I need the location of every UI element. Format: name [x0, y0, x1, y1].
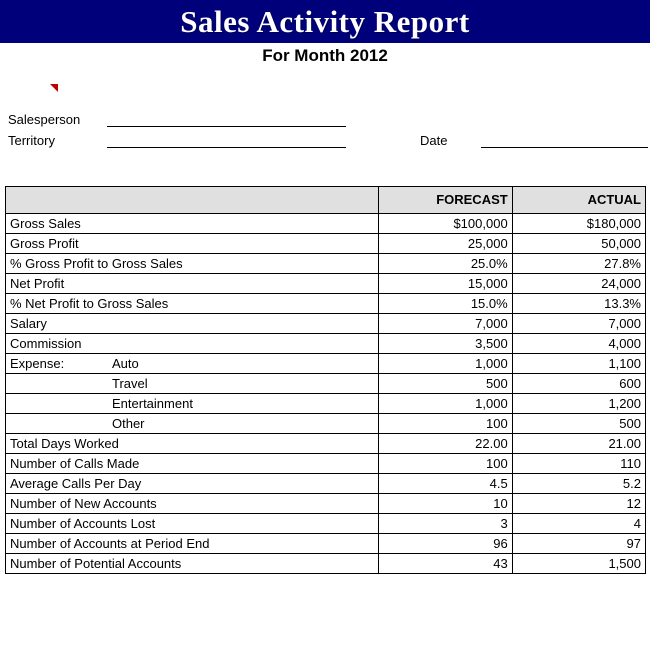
cell-forecast: 25.0%	[378, 253, 513, 274]
cell-forecast: 4.5	[378, 473, 513, 494]
title-banner: Sales Activity Report	[0, 0, 650, 43]
column-header-forecast: FORECAST	[378, 186, 513, 214]
row-label-sub: Auto	[112, 356, 139, 371]
table-row: Entertainment 1,000 1,200	[4, 393, 647, 414]
table-header-row: FORECAST ACTUAL	[4, 186, 647, 214]
cell-actual: 5.2	[511, 473, 647, 494]
cell-actual: 1,500	[511, 553, 647, 574]
table-row: Travel 500 600	[4, 373, 647, 394]
row-label: Number of Potential Accounts	[4, 553, 380, 574]
comment-marker-icon	[50, 84, 58, 92]
cell-forecast: 1,000	[378, 353, 513, 374]
row-label: Commission	[4, 333, 380, 354]
sales-activity-table: FORECAST ACTUAL Gross Sales $100,000 $180,…	[4, 186, 647, 574]
table-body: Gross Sales $100,000 $180,000 Gross Profit 2…	[4, 213, 647, 574]
territory-label: Territory	[8, 133, 55, 148]
cell-actual: 21.00	[511, 433, 647, 454]
territory-input-line[interactable]	[107, 147, 346, 148]
date-label: Date	[420, 133, 448, 148]
cell-actual: 12	[511, 493, 647, 514]
row-label: Gross Sales	[4, 213, 380, 234]
row-label: Total Days Worked	[4, 433, 380, 454]
cell-forecast: 3	[378, 513, 513, 534]
table-row: Number of Accounts at Period End 96 97	[4, 533, 647, 554]
table-row: Average Calls Per Day 4.5 5.2	[4, 473, 647, 494]
cell-forecast: 7,000	[378, 313, 513, 334]
table-row: Total Days Worked 22.00 21.00	[4, 433, 647, 454]
row-label: Net Profit	[4, 273, 380, 294]
table-row: Gross Profit 25,000 50,000	[4, 233, 647, 254]
table-header: FORECAST ACTUAL	[4, 186, 647, 214]
row-label-sub: Other	[112, 416, 145, 431]
cell-actual: 4	[511, 513, 647, 534]
cell-forecast: 22.00	[378, 433, 513, 454]
cell-actual: 27.8%	[511, 253, 647, 274]
row-label: Salary	[4, 313, 380, 334]
row-label: Number of New Accounts	[4, 493, 380, 514]
salesperson-input-line[interactable]	[107, 126, 346, 127]
cell-actual: 97	[511, 533, 647, 554]
table-row: Net Profit 15,000 24,000	[4, 273, 647, 294]
row-label-expense-group: Travel	[4, 373, 380, 394]
cell-actual: 7,000	[511, 313, 647, 334]
table-row: % Gross Profit to Gross Sales 25.0% 27.8%	[4, 253, 647, 274]
page-title: Sales Activity Report	[180, 3, 470, 39]
row-label: Average Calls Per Day	[4, 473, 380, 494]
cell-forecast: $100,000	[378, 213, 513, 234]
cell-forecast: 15,000	[378, 273, 513, 294]
cell-forecast: 100	[378, 453, 513, 474]
cell-actual: 110	[511, 453, 647, 474]
cell-actual: 1,200	[511, 393, 647, 414]
cell-actual: 600	[511, 373, 647, 394]
row-label: Gross Profit	[4, 233, 380, 254]
table-row: % Net Profit to Gross Sales 15.0% 13.3%	[4, 293, 647, 314]
date-input-line[interactable]	[481, 147, 648, 148]
cell-forecast: 100	[378, 413, 513, 434]
cell-actual: 500	[511, 413, 647, 434]
row-label: Number of Calls Made	[4, 453, 380, 474]
cell-actual: 4,000	[511, 333, 647, 354]
table-row: Commission 3,500 4,000	[4, 333, 647, 354]
cell-actual: 24,000	[511, 273, 647, 294]
row-label-main: Expense:	[10, 356, 65, 371]
row-label: Number of Accounts at Period End	[4, 533, 380, 554]
table-row: Other 100 500	[4, 413, 647, 434]
cell-actual: 1,100	[511, 353, 647, 374]
table-row: Number of Accounts Lost 3 4	[4, 513, 647, 534]
cell-forecast: 10	[378, 493, 513, 514]
cell-actual: 13.3%	[511, 293, 647, 314]
cell-actual: 50,000	[511, 233, 647, 254]
row-label-sub: Entertainment	[112, 396, 193, 411]
cell-forecast: 15.0%	[378, 293, 513, 314]
table-row: Expense: Auto 1,000 1,100	[4, 353, 647, 374]
row-label: % Gross Profit to Gross Sales	[4, 253, 380, 274]
table-row: Salary 7,000 7,000	[4, 313, 647, 334]
cell-forecast: 3,500	[378, 333, 513, 354]
row-label-expense-group: Expense: Auto	[4, 353, 380, 374]
row-label-expense-group: Entertainment	[4, 393, 380, 414]
salesperson-label: Salesperson	[8, 112, 81, 127]
column-header-actual: ACTUAL	[511, 186, 647, 214]
cell-actual: $180,000	[511, 213, 647, 234]
cell-forecast: 96	[378, 533, 513, 554]
row-label: % Net Profit to Gross Sales	[4, 293, 380, 314]
cell-forecast: 1,000	[378, 393, 513, 414]
table-row: Gross Sales $100,000 $180,000	[4, 213, 647, 234]
report-subtitle: For Month 2012	[262, 46, 388, 65]
row-label-sub: Travel	[112, 376, 148, 391]
table-row: Number of Calls Made 100 110	[4, 453, 647, 474]
table-row: Number of New Accounts 10 12	[4, 493, 647, 514]
column-header-blank	[4, 186, 380, 214]
cell-forecast: 500	[378, 373, 513, 394]
row-label: Number of Accounts Lost	[4, 513, 380, 534]
cell-forecast: 43	[378, 553, 513, 574]
row-label-expense-group: Other	[4, 413, 380, 434]
table-row: Number of Potential Accounts 43 1,500	[4, 553, 647, 574]
cell-forecast: 25,000	[378, 233, 513, 254]
